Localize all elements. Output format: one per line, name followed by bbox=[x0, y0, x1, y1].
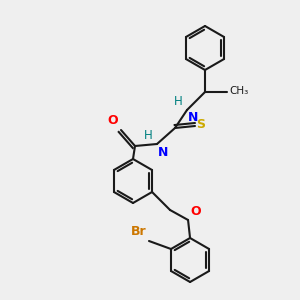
Text: S: S bbox=[196, 118, 205, 130]
Text: O: O bbox=[107, 114, 118, 127]
Text: O: O bbox=[190, 205, 201, 218]
Text: H: H bbox=[144, 129, 153, 142]
Text: Br: Br bbox=[131, 225, 147, 238]
Text: CH₃: CH₃ bbox=[229, 86, 248, 96]
Text: H: H bbox=[174, 95, 183, 108]
Text: N: N bbox=[158, 146, 168, 159]
Text: N: N bbox=[188, 111, 198, 124]
